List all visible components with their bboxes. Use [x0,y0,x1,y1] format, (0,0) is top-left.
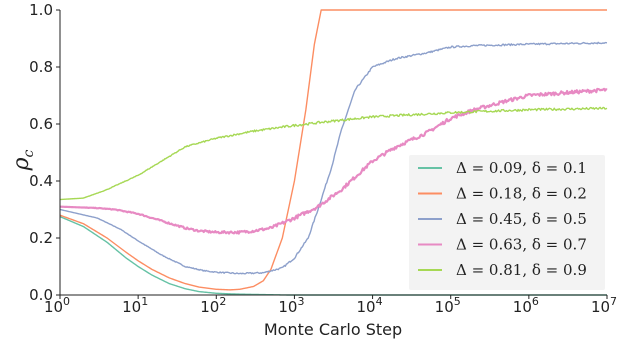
x-tick-label: 104 [357,295,383,316]
y-tick-label: 0.4 [29,172,53,190]
axes-layer [59,10,607,296]
legend-label-3: Δ = 0.45, δ = 0.5 [456,210,587,228]
y-tick-label: 0.6 [29,115,53,133]
y-axis-label-subscript: c [21,149,37,157]
legend-label-5: Δ = 0.81, δ = 0.9 [456,261,587,279]
x-tick-label: 102 [200,295,226,316]
x-tick-label: 106 [513,295,539,316]
y-tick-label: 0.0 [29,286,53,304]
x-tick-label: 101 [122,295,148,316]
legend-box [409,155,605,290]
legend-label-1: Δ = 0.09, δ = 0.1 [456,159,587,177]
series-line-4 [59,87,608,235]
x-tick-label: 100 [44,295,70,316]
legend-label-2: Δ = 0.18, δ = 0.2 [456,185,587,203]
y-tick-labels: 0.0 0.2 0.4 0.6 0.8 1.0 [29,1,60,304]
x-tick-label: 103 [278,295,304,316]
x-tick-labels: 100 101 102 103 104 105 106 107 [44,295,617,316]
y-tick-label: 0.2 [29,229,53,247]
series-line-3 [59,41,608,275]
y-tick-label: 1.0 [29,1,53,19]
y-tick-label: 0.8 [29,58,53,76]
x-tick-label: 107 [591,295,617,316]
series-line-2 [59,9,607,291]
legend: Δ = 0.09, δ = 0.1 Δ = 0.18, δ = 0.2 Δ = 0.… [409,155,605,290]
x-tick-label: 105 [435,295,461,316]
legend-label-4: Δ = 0.63, δ = 0.7 [456,236,587,254]
y-axis-label: ρc [9,149,37,171]
series-line-5 [59,106,608,201]
x-axis-label: Monte Carlo Step [264,320,402,339]
